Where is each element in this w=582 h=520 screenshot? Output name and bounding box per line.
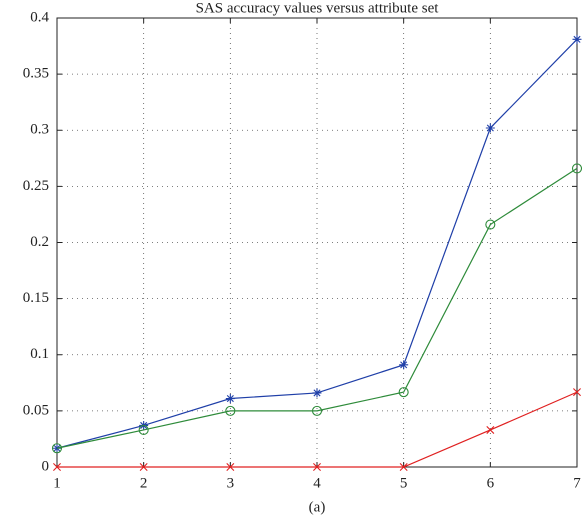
x-tick-label: 4	[313, 475, 321, 491]
point	[139, 463, 148, 471]
point	[572, 34, 582, 44]
y-tick-label: 0.1	[30, 346, 49, 362]
point	[225, 405, 236, 416]
point	[311, 405, 323, 416]
x-tick-label: 6	[487, 475, 495, 491]
point	[51, 443, 63, 454]
x-tick-label: 7	[573, 475, 581, 491]
y-tick-label: 0.35	[23, 66, 49, 82]
y-tick-label: 0.25	[23, 178, 49, 194]
caption: (a)	[309, 499, 326, 515]
point	[573, 388, 581, 397]
y-tick-label: 0.4	[30, 9, 49, 25]
chart-title: SAS accuracy values versus attribute set	[196, 0, 440, 16]
x-tick-label: 2	[140, 475, 148, 491]
y-tick-label: 0	[42, 458, 50, 474]
x-tick-label: 5	[400, 475, 408, 491]
point	[486, 425, 495, 434]
point	[313, 463, 321, 471]
line	[56, 167, 578, 449]
y-tick-label: 0.2	[30, 234, 49, 250]
point	[226, 463, 235, 471]
point	[225, 394, 235, 404]
point	[398, 387, 409, 398]
point	[485, 123, 495, 133]
y-tick-label: 0.3	[30, 122, 49, 138]
y-tick-label: 0.15	[23, 290, 49, 306]
x-tick-label: 1	[53, 475, 61, 491]
x-tick-label: 3	[227, 475, 235, 491]
point	[53, 463, 61, 471]
y-tick-label: 0.05	[23, 402, 49, 418]
point	[485, 219, 496, 230]
point	[312, 388, 322, 398]
point	[138, 424, 149, 436]
point	[399, 463, 408, 471]
point	[399, 360, 409, 370]
